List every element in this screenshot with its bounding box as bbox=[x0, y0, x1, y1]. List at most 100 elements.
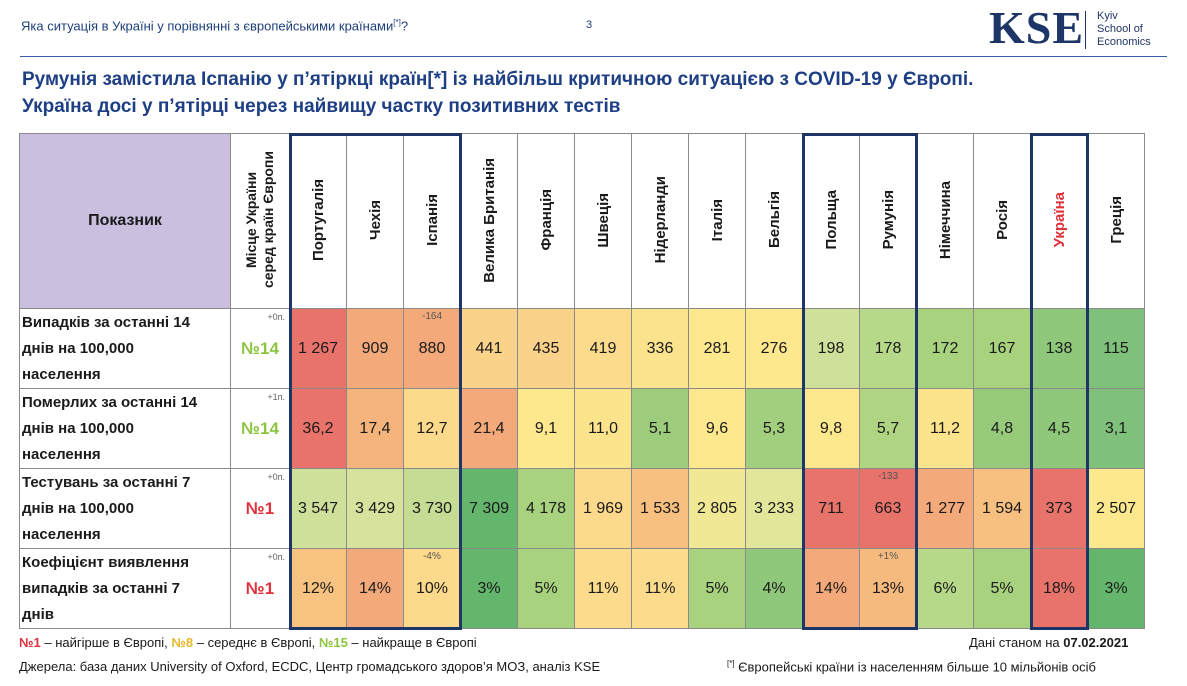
value-cell: 14% bbox=[346, 548, 404, 629]
value-cell: 14% bbox=[802, 548, 860, 629]
ukraine-rank: +0п. №1 bbox=[230, 548, 290, 629]
rank-header: Місце України серед країн Європи bbox=[230, 133, 290, 309]
headline-line-1: Румунія замістила Іспанію у п’ятіркці кр… bbox=[22, 69, 974, 90]
value-cell: 1 969 bbox=[574, 468, 632, 549]
value-cell: 3% bbox=[1087, 548, 1145, 629]
value-change: +1% bbox=[877, 551, 899, 562]
ukraine-rank: +0п. №1 bbox=[230, 468, 290, 549]
value-cell: 435 bbox=[517, 308, 575, 389]
indicator-label: Випадків за останні 14 днів на 100,000 нас… bbox=[19, 308, 231, 389]
value-cell: -133 663 bbox=[859, 468, 917, 549]
logo-divider bbox=[1085, 11, 1086, 49]
value-cell: 21,4 bbox=[460, 388, 518, 469]
value-cell: 276 bbox=[745, 308, 803, 389]
value-cell: 281 bbox=[688, 308, 746, 389]
country-header: Бельгія bbox=[745, 133, 803, 309]
indicator-label: Померлих за останні 14 днів на 100,000 нас… bbox=[19, 388, 231, 469]
value-cell: 12,7 bbox=[403, 388, 461, 469]
value-cell: 11,2 bbox=[916, 388, 974, 469]
value-cell: 5% bbox=[688, 548, 746, 629]
value-cell: 138 bbox=[1030, 308, 1088, 389]
value-cell: 11% bbox=[574, 548, 632, 629]
data-as-of: Дані станом на 07.02.2021 bbox=[969, 635, 1129, 650]
country-header: Швеція bbox=[574, 133, 632, 309]
header-divider bbox=[20, 56, 1167, 57]
table-row: Коефіцієнт виявлення випадків за останні … bbox=[19, 548, 1145, 629]
country-header: Чехія bbox=[346, 133, 404, 309]
value-cell: 9,8 bbox=[802, 388, 860, 469]
value-cell: 18% bbox=[1030, 548, 1088, 629]
value-cell: 6% bbox=[916, 548, 974, 629]
indicator-label: Тестувань за останні 7 днів на 100,000 нас… bbox=[19, 468, 231, 549]
value-cell: 373 bbox=[1030, 468, 1088, 549]
value-cell: 5% bbox=[517, 548, 575, 629]
value-cell: 1 267 bbox=[289, 308, 347, 389]
value-cell: 167 bbox=[973, 308, 1031, 389]
value-cell: 3 730 bbox=[403, 468, 461, 549]
value-cell: -164 880 bbox=[403, 308, 461, 389]
country-header: Румунія bbox=[859, 133, 917, 309]
value-cell: 419 bbox=[574, 308, 632, 389]
value-cell: 5% bbox=[973, 548, 1031, 629]
logo-mark: KSE bbox=[989, 2, 1085, 53]
value-change: -164 bbox=[421, 311, 442, 322]
value-cell: 3,1 bbox=[1087, 388, 1145, 469]
value-cell: 4 178 bbox=[517, 468, 575, 549]
indicator-header: Показник bbox=[19, 133, 231, 309]
value-cell: 441 bbox=[460, 308, 518, 389]
headline-line-2: Україна досі у п’ятірці через найвищу ча… bbox=[22, 96, 621, 117]
value-cell: 5,3 bbox=[745, 388, 803, 469]
value-cell: 711 bbox=[802, 468, 860, 549]
rank-change: +0п. bbox=[267, 552, 285, 562]
country-header: Велика Британія bbox=[460, 133, 518, 309]
country-header: Італія bbox=[688, 133, 746, 309]
value-cell: 17,4 bbox=[346, 388, 404, 469]
value-cell: 336 bbox=[631, 308, 689, 389]
value-cell: 2 507 bbox=[1087, 468, 1145, 549]
sources: Джерела: база даних University of Oxford… bbox=[19, 659, 601, 674]
ukraine-rank: +0п. №14 bbox=[230, 308, 290, 389]
logo-text: Kyiv School of Economics bbox=[1097, 10, 1151, 48]
country-header: Франція bbox=[517, 133, 575, 309]
value-cell: 3% bbox=[460, 548, 518, 629]
value-cell: 1 594 bbox=[973, 468, 1031, 549]
value-cell: 36,2 bbox=[289, 388, 347, 469]
value-change: -133 bbox=[877, 471, 898, 482]
indicator-label: Коефіцієнт виявлення випадків за останні … bbox=[19, 548, 231, 629]
country-header: Греція bbox=[1087, 133, 1145, 309]
country-header: Росія bbox=[973, 133, 1031, 309]
rank-change: +0п. bbox=[267, 312, 285, 322]
rank-change: +0п. bbox=[267, 472, 285, 482]
value-cell: +1% 13% bbox=[859, 548, 917, 629]
value-cell: 11% bbox=[631, 548, 689, 629]
value-cell: 4,8 bbox=[973, 388, 1031, 469]
value-change: -4% bbox=[423, 551, 441, 562]
value-cell: 12% bbox=[289, 548, 347, 629]
legend: №1 – найгірше в Європі, №8 – середнє в Є… bbox=[19, 635, 477, 650]
value-cell: 198 bbox=[802, 308, 860, 389]
value-cell: 2 805 bbox=[688, 468, 746, 549]
country-header: Польща bbox=[802, 133, 860, 309]
value-cell: 172 bbox=[916, 308, 974, 389]
value-cell: 178 bbox=[859, 308, 917, 389]
value-cell: 7 309 bbox=[460, 468, 518, 549]
top-title: Яка ситуація в Україні у порівнянні з єв… bbox=[21, 18, 409, 34]
country-header: Іспанія bbox=[403, 133, 461, 309]
value-cell: 3 547 bbox=[289, 468, 347, 549]
country-header: Україна bbox=[1030, 133, 1088, 309]
value-cell: 115 bbox=[1087, 308, 1145, 389]
country-header: Німеччина bbox=[916, 133, 974, 309]
country-header: Португалія bbox=[289, 133, 347, 309]
value-cell: 9,6 bbox=[688, 388, 746, 469]
rank-change: +1п. bbox=[267, 392, 285, 402]
value-cell: 4% bbox=[745, 548, 803, 629]
value-cell: 5,1 bbox=[631, 388, 689, 469]
value-cell: 1 533 bbox=[631, 468, 689, 549]
table-row: Тестувань за останні 7 днів на 100,000 нас… bbox=[19, 468, 1145, 549]
value-cell: 1 277 bbox=[916, 468, 974, 549]
table-row: Померлих за останні 14 днів на 100,000 нас… bbox=[19, 388, 1145, 469]
value-cell: 9,1 bbox=[517, 388, 575, 469]
value-cell: 909 bbox=[346, 308, 404, 389]
value-cell: -4% 10% bbox=[403, 548, 461, 629]
value-cell: 3 429 bbox=[346, 468, 404, 549]
